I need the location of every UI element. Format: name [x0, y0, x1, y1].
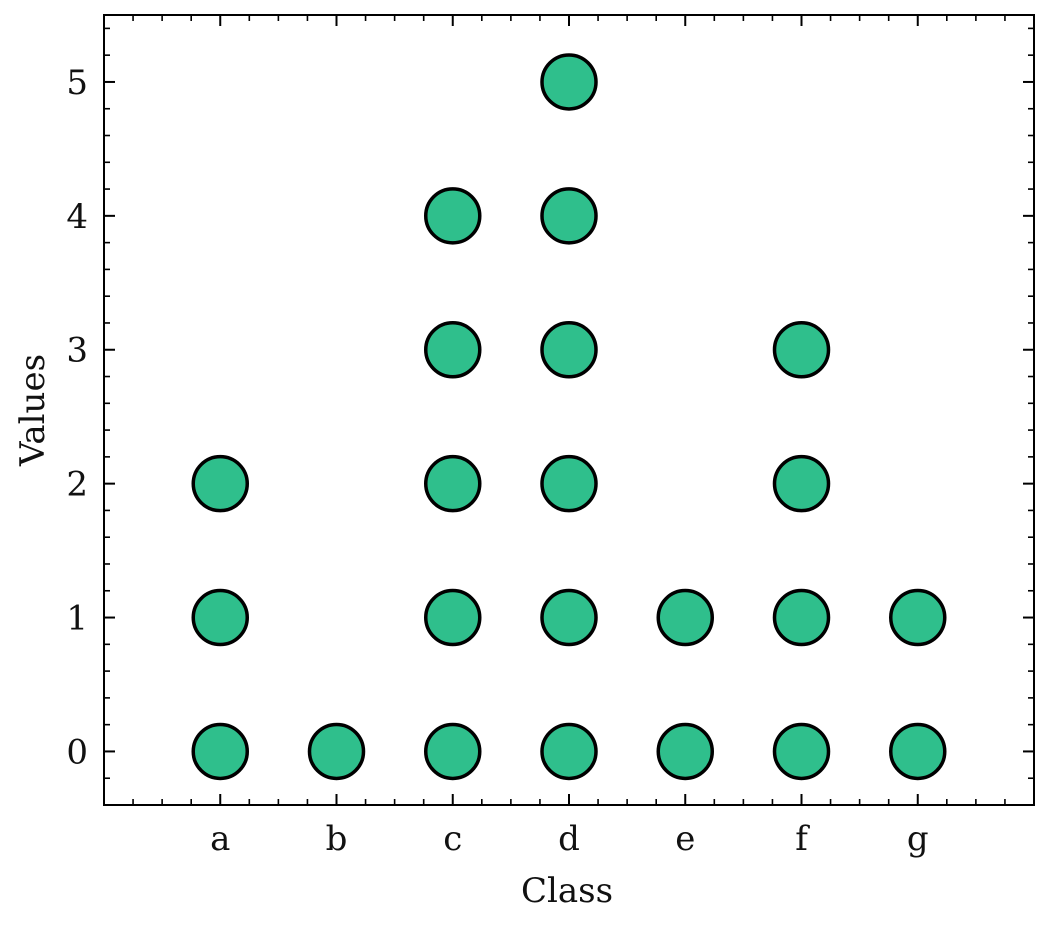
y-tick-label: 1 — [66, 599, 88, 639]
data-point — [772, 588, 831, 647]
data-point — [424, 722, 482, 781]
data-point — [540, 588, 598, 647]
x-axis-label: Class — [521, 871, 613, 911]
x-tick-labels: a b c d e f g — [210, 819, 929, 859]
major-ticks — [104, 15, 1034, 805]
x-tick-label: f — [795, 819, 810, 859]
data-point — [540, 53, 598, 111]
x-tick-label: e — [675, 819, 695, 859]
x-tick-label: d — [558, 819, 580, 859]
data-point — [656, 722, 714, 781]
y-tick-label: 2 — [66, 465, 88, 505]
x-tick-label: c — [443, 819, 462, 859]
data-point — [191, 588, 249, 647]
data-point — [424, 454, 482, 513]
data-point — [540, 187, 598, 245]
data-point — [191, 722, 249, 781]
data-point — [889, 722, 947, 781]
data-point — [307, 722, 366, 781]
data-point — [540, 454, 598, 513]
data-point — [772, 454, 831, 513]
data-point — [772, 320, 831, 379]
data-point — [540, 320, 598, 379]
data-point — [424, 588, 482, 647]
minor-ticks — [103, 15, 1035, 806]
y-tick-labels: 0 1 2 3 4 5 — [66, 63, 88, 772]
data-point — [540, 722, 598, 781]
y-tick-label: 5 — [66, 63, 88, 103]
y-tick-label: 4 — [66, 197, 88, 237]
data-point — [772, 722, 831, 781]
plot-frame — [103, 14, 1035, 806]
data-point — [191, 454, 249, 513]
y-tick-label: 3 — [66, 331, 88, 371]
data-point — [424, 320, 482, 379]
x-tick-label: b — [326, 819, 348, 859]
y-tick-label: 0 — [66, 732, 88, 772]
x-tick-label: g — [907, 819, 929, 859]
y-axis-label: Values — [13, 354, 53, 467]
data-point — [889, 588, 947, 647]
data-point — [424, 187, 482, 245]
data-point — [656, 588, 714, 647]
data-points — [191, 53, 947, 781]
x-tick-label: a — [210, 819, 230, 859]
